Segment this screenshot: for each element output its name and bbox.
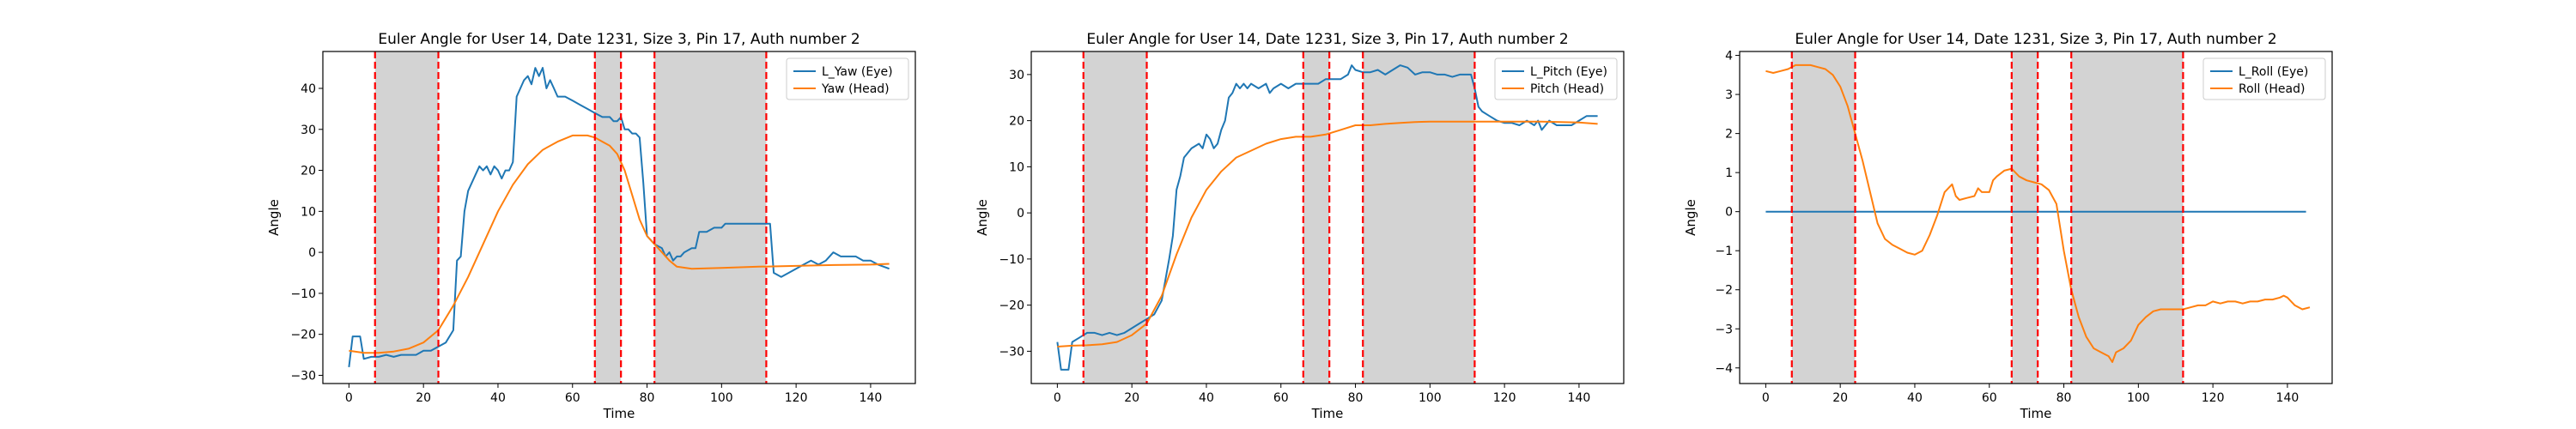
chart-panel-1: 0 20 40 60 80 100 120 140 −30 −20 −10 0 10 20 30 40 Eule… [266, 31, 916, 421]
legend-label-1: L_Pitch (Eye) [1530, 65, 1607, 79]
series-line-1 [348, 67, 890, 368]
y-tick-label: 40 [301, 82, 316, 96]
series-line-2 [349, 134, 890, 354]
shaded-region-3 [2071, 51, 2184, 384]
shaded-region-2 [2011, 51, 2038, 384]
x-axis-label: Time [1311, 406, 1344, 421]
y-tick-label: 4 [1725, 50, 1733, 63]
y-tick-label: −1 [1715, 245, 1733, 258]
series-line-1 [1056, 64, 1598, 371]
x-tick-label: 80 [1348, 391, 1364, 405]
legend-box [1494, 57, 1618, 100]
y-tick-label: 2 [1725, 128, 1733, 142]
shaded-region-1 [1083, 51, 1147, 384]
x-tick-label: 120 [2202, 391, 2225, 405]
legend: L_Yaw (Eye) Yaw (Head) [786, 57, 909, 100]
x-axis-label: Time [2020, 406, 2052, 421]
shaded-region-3 [1363, 51, 1475, 384]
legend: L_Pitch (Eye) Pitch (Head) [1494, 57, 1618, 100]
y-tick-label: 20 [1009, 115, 1024, 129]
x-axis-label: Time [603, 406, 635, 421]
y-tick-label: 0 [1017, 207, 1024, 221]
x-tick-label: 20 [1832, 391, 1848, 405]
y-axis-label: Angle [1683, 199, 1698, 236]
y-tick-label: −30 [290, 369, 316, 383]
legend-label-2: Yaw (Head) [821, 82, 890, 96]
chart-title: Euler Angle for User 14, Date 1231, Size… [1086, 31, 1568, 48]
axes-frame [322, 51, 916, 384]
axes-frame [1739, 51, 2333, 384]
shaded-region-1 [1791, 51, 1856, 384]
y-tick-label: 3 [1725, 88, 1733, 102]
x-tick-label: 40 [1907, 391, 1923, 405]
y-tick-label: 10 [301, 205, 316, 219]
x-tick-label: 60 [1273, 391, 1289, 405]
chart-title: Euler Angle for User 14, Date 1231, Size… [378, 31, 860, 48]
x-tick-label: 140 [1568, 391, 1591, 405]
y-tick-label: 20 [301, 165, 316, 178]
legend-label-1: L_Yaw (Eye) [822, 65, 893, 79]
y-tick-label: −2 [1715, 284, 1733, 298]
shaded-region-3 [654, 51, 767, 384]
x-tick-label: 100 [2127, 391, 2150, 405]
axes-frame [1030, 51, 1625, 384]
legend-label-2: Roll (Head) [2239, 82, 2305, 96]
x-tick-label: 40 [1199, 391, 1214, 405]
y-tick-label: −30 [999, 345, 1024, 359]
x-tick-label: 40 [490, 391, 506, 405]
x-tick-label: 120 [785, 391, 808, 405]
shaded-region-2 [594, 51, 622, 384]
x-tick-label: 140 [2276, 391, 2300, 405]
legend-box [2202, 57, 2326, 100]
x-tick-label: 20 [1124, 391, 1139, 405]
legend-box [786, 57, 909, 100]
y-axis-label: Angle [975, 199, 990, 236]
y-tick-label: 0 [308, 246, 316, 260]
y-tick-label: −4 [1715, 362, 1733, 376]
y-tick-label: 30 [1009, 69, 1024, 82]
x-tick-label: 140 [860, 391, 883, 405]
y-tick-label: 10 [1009, 160, 1024, 174]
x-tick-label: 20 [416, 391, 431, 405]
series-line-2 [1765, 63, 2311, 363]
chart-panel-2: 0 20 40 60 80 100 120 140 −30 −20 −10 0 10 20 30 Euler … [975, 31, 1625, 421]
y-axis-label: Angle [266, 199, 282, 236]
x-tick-label: 0 [1054, 391, 1061, 405]
x-tick-label: 60 [565, 391, 580, 405]
y-tick-label: 0 [1725, 206, 1733, 220]
x-tick-label: 60 [1982, 391, 1997, 405]
y-tick-label: 1 [1725, 166, 1733, 180]
shaded-region-2 [1303, 51, 1330, 384]
x-tick-label: 80 [640, 391, 655, 405]
y-tick-label: −20 [290, 329, 316, 342]
legend-label-1: L_Roll (Eye) [2239, 65, 2308, 79]
x-tick-label: 100 [1419, 391, 1442, 405]
x-tick-label: 0 [1762, 391, 1770, 405]
shaded-region-1 [374, 51, 439, 384]
legend: L_Roll (Eye) Roll (Head) [2202, 57, 2326, 100]
chart-panel-3: 0 20 40 60 80 100 120 140 −4 −3 −2 −1 0 1 2 3 4 Euler Ang… [1683, 31, 2333, 421]
legend-label-2: Pitch (Head) [1530, 82, 1604, 96]
y-tick-label: 30 [301, 124, 316, 137]
x-tick-label: 80 [2057, 391, 2072, 405]
x-tick-label: 120 [1493, 391, 1516, 405]
series-line-2 [1057, 120, 1598, 347]
y-tick-label: −10 [290, 287, 316, 301]
x-tick-label: 100 [710, 391, 733, 405]
x-tick-label: 0 [345, 391, 353, 405]
y-tick-label: −10 [999, 253, 1024, 267]
y-tick-label: −3 [1715, 323, 1733, 336]
chart-title: Euler Angle for User 14, Date 1231, Size… [1795, 31, 2276, 48]
y-tick-label: −20 [999, 299, 1024, 313]
